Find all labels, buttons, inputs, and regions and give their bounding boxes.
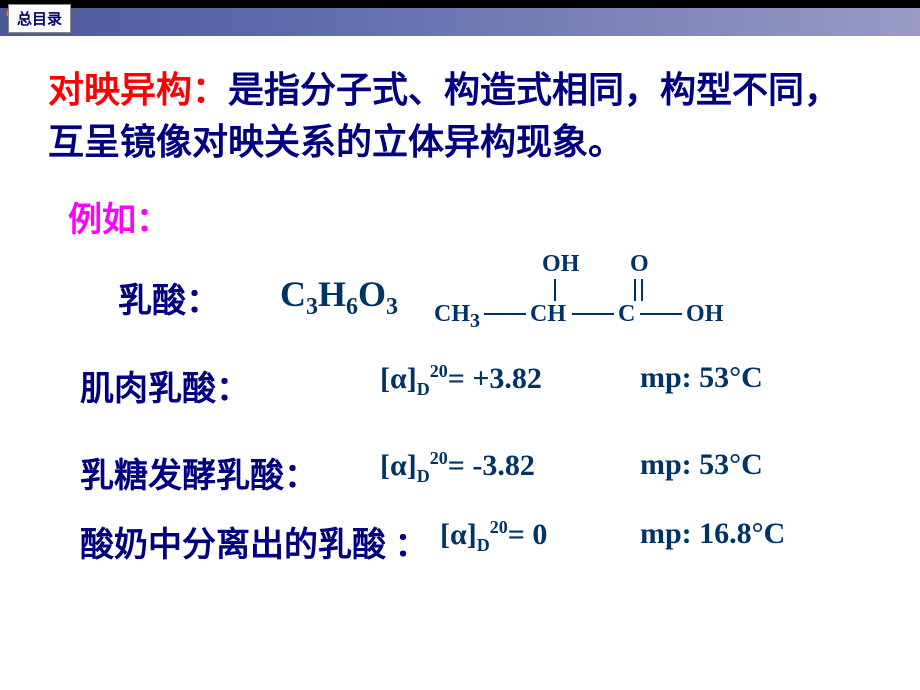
struct-bond-v2b bbox=[641, 279, 643, 301]
row2-rotation: [α]D20= -3.82 bbox=[380, 448, 640, 488]
row1-label: 肌肉乳酸： bbox=[80, 361, 380, 410]
molecular-formula: C3H6O3 bbox=[280, 273, 398, 321]
row3-rotation: [α]D20= 0 bbox=[440, 517, 640, 557]
definition-term: 对映异构： bbox=[48, 70, 228, 110]
row1-mp: mp: 53°C bbox=[640, 361, 763, 395]
row1-rotation: [α]D20= +3.82 bbox=[380, 361, 640, 401]
struct-oh-top: OH bbox=[542, 251, 579, 278]
struct-bond-h1 bbox=[484, 313, 526, 315]
definition-paragraph: 对映异构：是指分子式、构造式相同，构型不同，互呈镜像对映关系的立体异构现象。 bbox=[48, 64, 872, 168]
toc-tab[interactable]: 总目录 bbox=[8, 4, 71, 33]
data-row-ferment: 乳糖发酵乳酸： [α]D20= -3.82 mp: 53°C bbox=[80, 448, 872, 497]
struct-ch3: CH3 bbox=[434, 301, 480, 333]
row2-mp: mp: 53°C bbox=[640, 448, 763, 482]
struct-ch: CH bbox=[530, 301, 566, 328]
struct-bond-v1 bbox=[554, 279, 556, 301]
data-row-yogurt: 酸奶中分离出的乳酸 ： [α]D20= 0 mp: 16.8°C bbox=[80, 517, 872, 566]
struct-o-top: O bbox=[630, 251, 649, 278]
struct-bond-v2a bbox=[634, 279, 636, 301]
lactic-acid-row: 乳酸： C3H6O3 OH O CH3 CH C OH bbox=[118, 251, 872, 343]
row3-mp: mp: 16.8°C bbox=[640, 517, 785, 551]
lactic-name: 乳酸： bbox=[118, 273, 220, 322]
struct-bond-h2 bbox=[572, 313, 614, 315]
data-row-muscle: 肌肉乳酸： [α]D20= +3.82 mp: 53°C bbox=[80, 361, 872, 410]
example-label: 例如： bbox=[68, 192, 872, 241]
row2-label: 乳糖发酵乳酸： bbox=[80, 448, 380, 497]
struct-bond-h3 bbox=[640, 313, 682, 315]
slide-content: 对映异构：是指分子式、构造式相同，构型不同，互呈镜像对映关系的立体异构现象。 例… bbox=[0, 36, 920, 566]
top-black-border bbox=[0, 0, 920, 8]
struct-c: C bbox=[618, 301, 635, 328]
structural-formula: OH O CH3 CH C OH bbox=[434, 251, 724, 343]
row3-label: 酸奶中分离出的乳酸 ： bbox=[80, 517, 440, 566]
struct-oh-right: OH bbox=[686, 301, 723, 328]
header-gradient-bar bbox=[0, 8, 920, 36]
